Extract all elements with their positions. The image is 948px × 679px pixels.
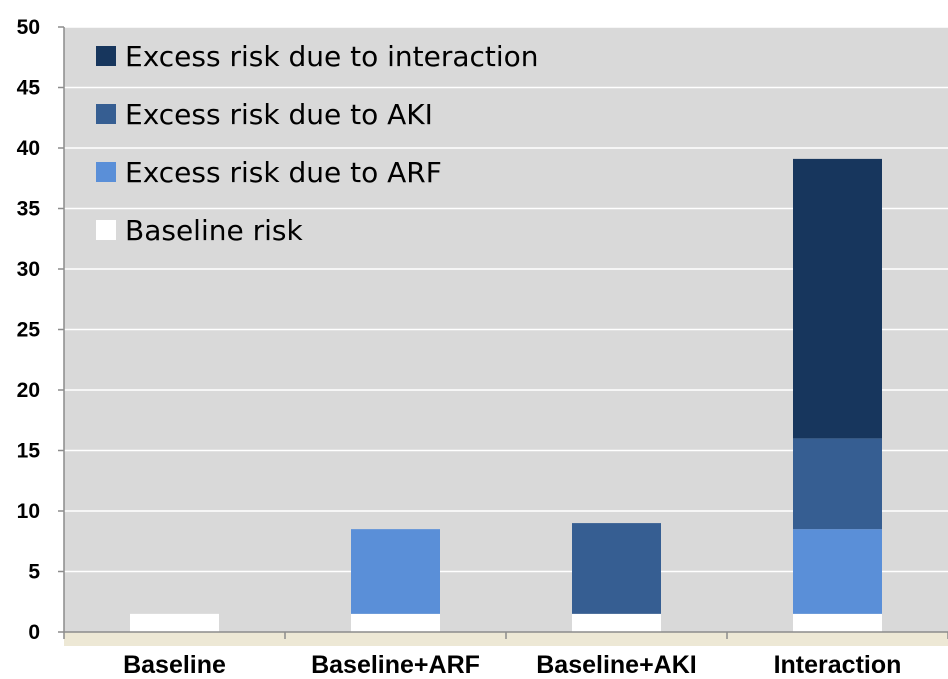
y-tick-label: 0 — [28, 621, 40, 644]
legend-swatch — [96, 162, 116, 182]
legend-label: Excess risk due to AKI — [125, 98, 433, 131]
legend-swatch — [96, 104, 116, 124]
bar-segment — [793, 158, 882, 439]
legend-swatch — [96, 220, 116, 240]
x-category-label: Interaction — [774, 651, 902, 679]
bar-segment — [351, 613, 440, 632]
legend-label: Excess risk due to ARF — [125, 156, 442, 189]
y-tick-label: 45 — [17, 77, 41, 100]
y-tick-label: 35 — [17, 198, 41, 221]
bar-segment — [793, 529, 882, 614]
bar-segment — [793, 613, 882, 632]
bar-segment — [793, 438, 882, 530]
y-tick-label: 30 — [17, 258, 40, 281]
bar-segment — [572, 523, 661, 614]
legend-swatch — [96, 46, 116, 66]
y-tick-label: 15 — [17, 440, 41, 463]
y-tick-label: 40 — [17, 137, 40, 160]
bar-segment — [572, 613, 661, 632]
y-tick-label: 50 — [17, 16, 40, 39]
legend-label: Baseline risk — [125, 214, 303, 247]
bar-segment — [351, 529, 440, 614]
legend-label: Excess risk due to interaction — [125, 40, 539, 73]
bar-segment — [130, 613, 219, 632]
y-tick-label: 20 — [17, 379, 40, 402]
y-tick-label: 10 — [17, 500, 40, 523]
x-category-label: Baseline+AKI — [536, 651, 697, 679]
y-tick-label: 5 — [28, 561, 40, 584]
x-category-label: Baseline — [123, 651, 226, 679]
x-category-label: Baseline+ARF — [311, 651, 480, 679]
y-tick-label: 25 — [17, 319, 41, 342]
